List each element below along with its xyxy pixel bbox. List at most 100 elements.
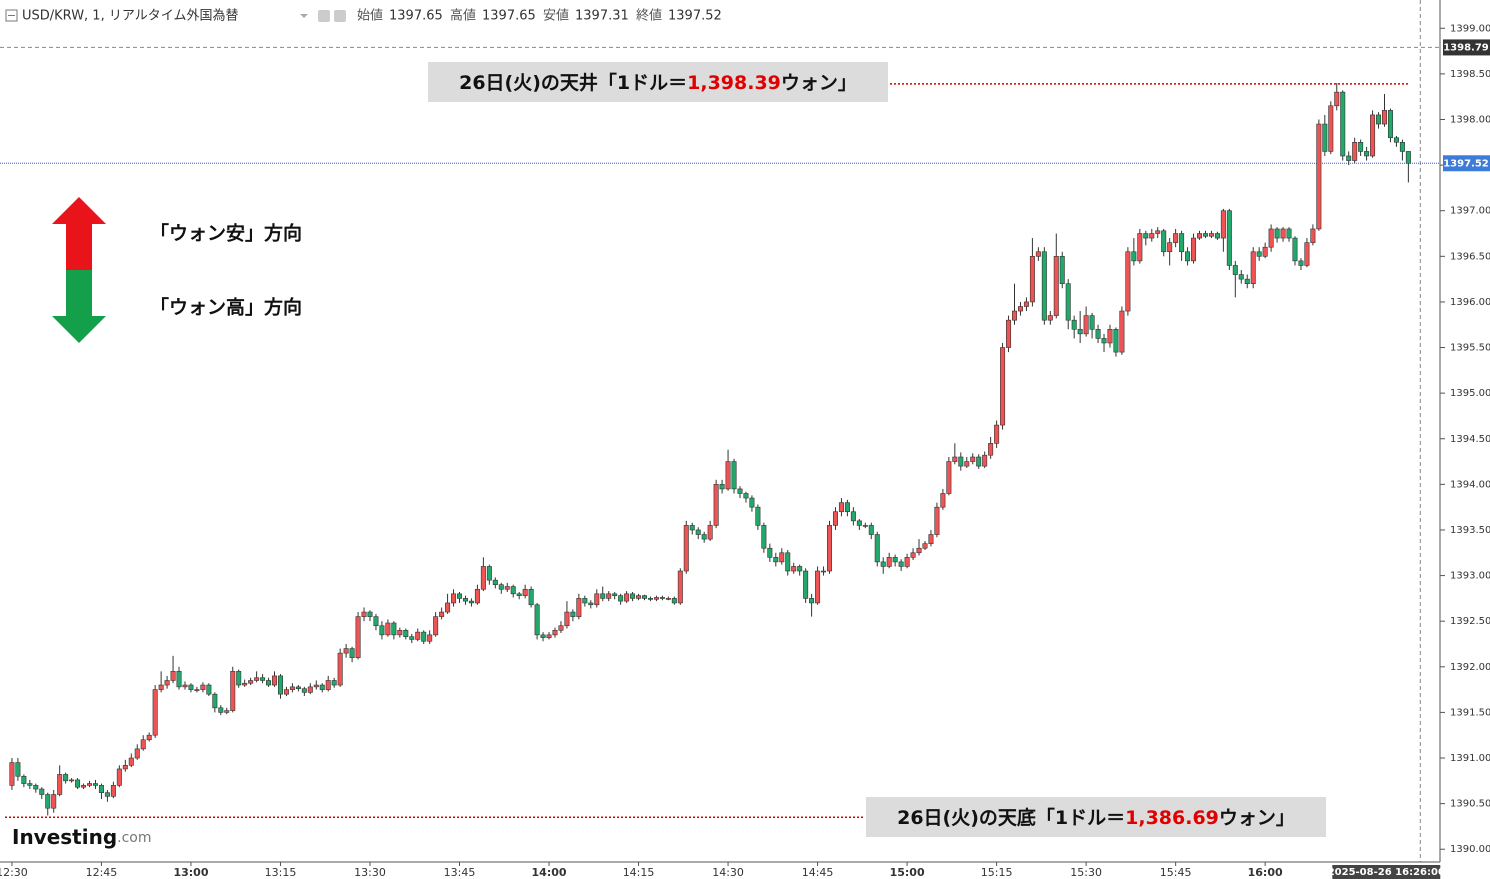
candle-body [63, 774, 69, 782]
candle-body [850, 511, 856, 522]
candle-body [492, 579, 498, 586]
candle-body [964, 461, 970, 467]
candle-body [445, 602, 451, 613]
candle-body [1214, 233, 1220, 239]
candle-body [474, 588, 480, 604]
direction-label: 「ウォン安」方向 [150, 222, 302, 245]
candle-body [844, 502, 850, 513]
candle-body [1161, 230, 1167, 253]
candle-body [218, 707, 224, 713]
candle-body [194, 689, 200, 691]
candle-body [385, 622, 391, 636]
y-tick-label: 1395.00 [1450, 388, 1490, 399]
y-tick-label: 1393.00 [1450, 571, 1490, 582]
candle-body [1298, 260, 1304, 266]
annotation-box [428, 62, 888, 102]
candle-body [122, 765, 128, 770]
candle-body [1131, 251, 1137, 262]
candle-body [164, 680, 170, 686]
candle-body [779, 552, 785, 563]
dropdown-caret[interactable] [300, 14, 308, 18]
candle-body [277, 675, 283, 695]
candle-body [1179, 233, 1185, 253]
visibility-icon[interactable] [318, 10, 330, 22]
plot-area [0, 0, 1440, 862]
candle-body [612, 593, 618, 596]
candle-body [582, 598, 588, 604]
candle-body [1376, 114, 1382, 125]
x-tick-label: 13:00 [173, 866, 208, 879]
candle-body [558, 625, 564, 631]
annotation-text: 26日(火)の天底「1ドル＝ [897, 806, 1125, 829]
candle-body [134, 748, 140, 759]
candle-body [1310, 228, 1316, 243]
y-tick-label: 1391.00 [1450, 753, 1490, 764]
candle-body [319, 684, 325, 690]
ohlc-label: 終値 [636, 8, 662, 24]
candle-body [809, 598, 815, 604]
ohlc-readout: 始値 1397.65 高値 1397.65 安値 1397.31 終値 1397.52 [357, 8, 722, 24]
candle-body [797, 566, 803, 572]
candle-body [761, 525, 767, 549]
candle-body [701, 534, 707, 540]
x-tick-label: 13:30 [354, 866, 386, 879]
ohlc-label: 始値 [357, 8, 383, 24]
candle-body [87, 783, 93, 786]
candle-body [898, 561, 904, 567]
x-tick-label: 13:15 [265, 866, 297, 879]
candle-body [671, 598, 677, 604]
candle-body [707, 525, 713, 540]
candle-body [212, 693, 218, 709]
candle-body [307, 686, 313, 693]
chart-title: USD/KRW, 1, リアルタイム外国為替 [22, 8, 238, 24]
candle-body [737, 488, 743, 494]
candle-body [140, 739, 146, 750]
candle-body [886, 557, 892, 567]
candle-body [940, 493, 946, 508]
candle-body [1119, 310, 1125, 353]
candle-body [1328, 105, 1334, 152]
candle-body [1053, 256, 1059, 316]
candle-body [498, 584, 504, 590]
up-arrow [52, 197, 106, 270]
candle-body [994, 424, 1000, 444]
x-tick-label: 15:45 [1160, 866, 1192, 879]
candle-body [856, 520, 862, 526]
candle-body [713, 484, 719, 526]
candle-body [1089, 315, 1095, 330]
ohlc-value: 1397.65 [482, 9, 536, 24]
candle-body [755, 506, 761, 526]
candle-body [725, 461, 731, 490]
candle-body [248, 680, 254, 684]
y-tick-label: 1390.50 [1450, 799, 1490, 810]
candle-body [337, 652, 343, 686]
candle-body [647, 598, 653, 600]
candle-body [606, 593, 612, 599]
candle-body [803, 570, 809, 599]
candle-body [349, 648, 355, 658]
last-price-box [1443, 155, 1490, 172]
candle-body [1095, 328, 1101, 339]
down-arrow [52, 270, 106, 343]
x-tick-label: 15:00 [890, 866, 925, 879]
candle-body [546, 634, 552, 638]
candle-body [988, 443, 994, 456]
candle-body [57, 774, 63, 795]
candle-body [821, 570, 827, 573]
candle-body [1292, 237, 1298, 262]
candle-body [1387, 110, 1393, 139]
candle-body [361, 611, 367, 617]
candle-body [743, 493, 749, 499]
candle-body [510, 586, 516, 595]
y-tick-label: 1396.50 [1450, 251, 1490, 262]
candle-body [540, 634, 546, 638]
candle-body [767, 547, 773, 558]
settings-icon[interactable] [334, 10, 346, 22]
candle-body [397, 630, 403, 636]
candle-body [880, 561, 886, 567]
collapse-icon[interactable] [5, 9, 18, 22]
candle-body [832, 511, 838, 526]
candle-body [1083, 315, 1089, 335]
crosshair-x-box [1332, 865, 1441, 879]
